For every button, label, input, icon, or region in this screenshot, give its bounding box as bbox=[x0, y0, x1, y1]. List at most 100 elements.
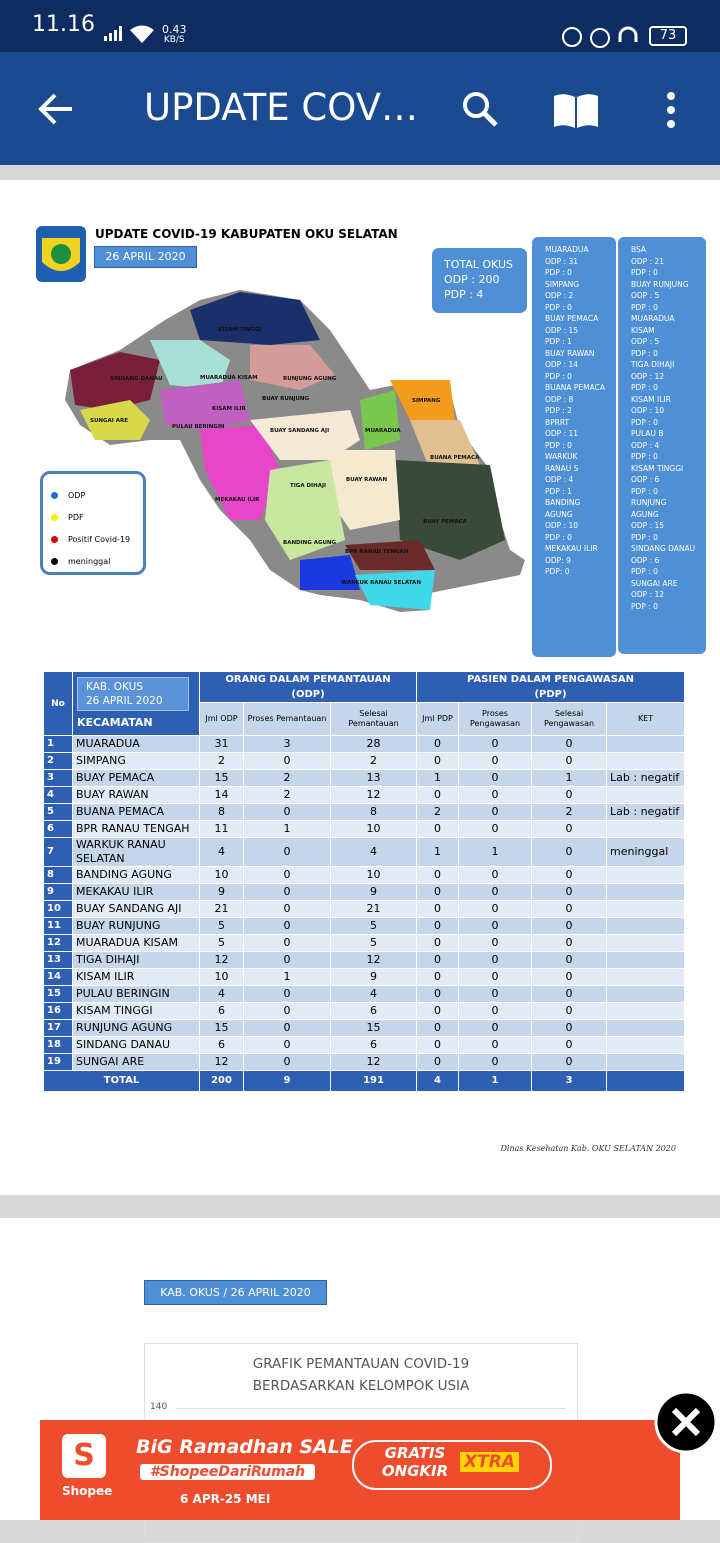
map-label: BPR RANAU TENGAH bbox=[345, 549, 409, 555]
cell: 0 bbox=[532, 1054, 607, 1070]
list-line: BUAY PEMACA bbox=[545, 314, 599, 323]
chart-title: GRAFIK PEMANTAUAN COVID-19 BERDASARKAN KE… bbox=[144, 1353, 578, 1397]
cell: 0 bbox=[532, 867, 607, 883]
cell: 0 bbox=[459, 770, 532, 786]
table-row: 15 PULAU BERINGIN 4 0 4 0 0 0 bbox=[44, 986, 685, 1002]
app-bar: UPDATE COV… bbox=[0, 52, 720, 165]
cell: 0 bbox=[459, 804, 532, 820]
group-line: (ODP) bbox=[291, 689, 325, 700]
cell: 0 bbox=[244, 1003, 330, 1019]
row-number: 2 bbox=[44, 753, 72, 769]
list-line: ODP : 14 bbox=[545, 360, 579, 369]
row-name: KISAM ILIR bbox=[73, 969, 199, 985]
row-name: BPR RANAU TENGAH bbox=[73, 821, 199, 837]
cell: 0 bbox=[417, 1020, 459, 1036]
cell: 0 bbox=[244, 901, 330, 917]
cell: 10 bbox=[331, 867, 417, 883]
row-name: MEKAKAU ILIR bbox=[73, 884, 199, 900]
map-legend: ODP PDF Positif Covid-19 meninggal bbox=[40, 471, 146, 575]
cell: 0 bbox=[459, 736, 532, 752]
row-name: WARKUK RANAU SELATAN bbox=[73, 838, 199, 866]
cell: 1 bbox=[532, 770, 607, 786]
cell: 4 bbox=[331, 986, 417, 1002]
table-row: 14 KISAM ILIR 10 1 9 0 0 0 bbox=[44, 969, 685, 985]
cell: 9 bbox=[331, 969, 417, 985]
cell: 6 bbox=[200, 1037, 243, 1053]
map-label: MEKAKAU ILIR bbox=[215, 497, 260, 503]
cell bbox=[607, 935, 685, 951]
header-no: No bbox=[44, 672, 72, 735]
cell: 12 bbox=[200, 952, 243, 968]
list-line: BPRRT bbox=[545, 417, 570, 427]
row-name: MUARADUA KISAM bbox=[73, 935, 199, 951]
map-region bbox=[345, 540, 435, 570]
cell: 2 bbox=[331, 753, 417, 769]
list-line: TIGA DIHAJI bbox=[631, 360, 675, 369]
legend-dot bbox=[51, 557, 58, 565]
row-name: BUAY PEMACA bbox=[73, 770, 199, 786]
cell: 0 bbox=[417, 918, 459, 934]
cell: 11 bbox=[200, 821, 243, 837]
cell: 0 bbox=[417, 1003, 459, 1019]
map-region bbox=[190, 292, 320, 345]
list-line: PDP : 0 bbox=[631, 383, 658, 392]
list-line: ODP : 4 bbox=[545, 475, 574, 484]
table-row: 6 BPR RANAU TENGAH 11 1 10 0 0 0 bbox=[44, 821, 685, 837]
row-number: 5 bbox=[44, 804, 72, 820]
cell: 0 bbox=[244, 1054, 330, 1070]
cell: 15 bbox=[200, 1020, 243, 1036]
cell: 15 bbox=[331, 1020, 417, 1036]
cell: 0 bbox=[459, 935, 532, 951]
table-row: 3 BUAY PEMACA 15 2 13 1 0 1 Lab : negatif bbox=[44, 770, 685, 786]
map-svg bbox=[36, 226, 525, 612]
cell: 0 bbox=[417, 787, 459, 803]
district-list: BSA ODP : 21 PDP : 0 BUAY RUNJUNG ODP : 5 PDP… bbox=[618, 237, 706, 654]
list-line: BUAY RUNJUNG bbox=[631, 279, 689, 289]
search-button[interactable] bbox=[460, 90, 500, 130]
total-cell: 4 bbox=[417, 1071, 459, 1091]
cell: 0 bbox=[532, 821, 607, 837]
map-region bbox=[300, 555, 360, 590]
row-name: BUAY RAWAN bbox=[73, 787, 199, 803]
row-number: 3 bbox=[44, 770, 72, 786]
cell: 8 bbox=[331, 804, 417, 820]
cell: 0 bbox=[417, 1037, 459, 1053]
district-list: MUARADUA ODP : 31 PDP : 0 SIMPANG ODP : 2 PDP… bbox=[532, 237, 616, 657]
legend-item: ODP bbox=[51, 484, 143, 506]
map-label: SINDANG DANAU bbox=[110, 376, 163, 382]
cell bbox=[607, 1020, 685, 1036]
table-row: 11 BUAY RUNJUNG 5 0 5 0 0 0 bbox=[44, 918, 685, 934]
cell: 0 bbox=[532, 1037, 607, 1053]
table-row: 17 RUNJUNG AGUNG 15 0 15 0 0 0 bbox=[44, 1020, 685, 1036]
table-row: 18 SINDANG DANAU 6 0 6 0 0 0 bbox=[44, 1037, 685, 1053]
cell: 9 bbox=[200, 884, 243, 900]
cell: 0 bbox=[417, 935, 459, 951]
menu-button[interactable] bbox=[664, 90, 678, 130]
cell: 31 bbox=[200, 736, 243, 752]
cell: 1 bbox=[244, 821, 330, 837]
cell: 0 bbox=[459, 1054, 532, 1070]
map-region bbox=[360, 390, 400, 450]
map-label: TIGA DIHAJI bbox=[290, 483, 327, 489]
ad-close-button[interactable] bbox=[654, 1390, 718, 1454]
ad-promo-tag: XTRA bbox=[460, 1452, 519, 1472]
list-line: PDP : 0 bbox=[631, 567, 658, 576]
table-row: 5 BUANA PEMACA 8 0 8 2 0 2 Lab : negatif bbox=[44, 804, 685, 820]
cell: 0 bbox=[459, 884, 532, 900]
ad-banner[interactable]: S Shopee BiG Ramadhan SALE #ShopeeDariRu… bbox=[40, 1420, 680, 1520]
map-region bbox=[355, 570, 435, 610]
group-header: ORANG DALAM PEMANTAUAN (ODP) bbox=[200, 672, 417, 702]
list-line: MUARADUA KISAM bbox=[631, 314, 675, 335]
table-row: 13 TIGA DIHAJI 12 0 12 0 0 0 bbox=[44, 952, 685, 968]
cell: 0 bbox=[417, 867, 459, 883]
cell: 10 bbox=[200, 969, 243, 985]
cell bbox=[607, 821, 685, 837]
cell bbox=[607, 952, 685, 968]
map-label: BANDING AGUNG bbox=[283, 540, 337, 546]
cell: 0 bbox=[532, 884, 607, 900]
book-button[interactable] bbox=[552, 90, 600, 130]
table-row: 8 BANDING AGUNG 10 0 10 0 0 0 bbox=[44, 867, 685, 883]
back-button[interactable] bbox=[38, 92, 74, 126]
chart-tag: KAB. OKUS / 26 APRIL 2020 bbox=[144, 1280, 327, 1305]
